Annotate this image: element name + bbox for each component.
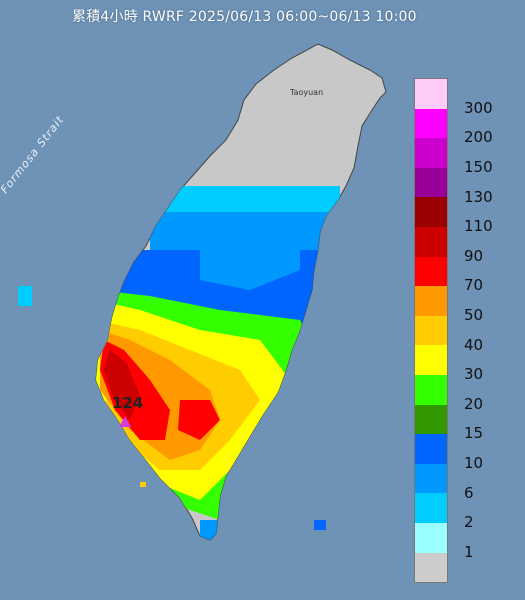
legend-swatch xyxy=(415,315,447,346)
legend-swatch xyxy=(415,434,447,464)
legend-swatch xyxy=(415,108,447,139)
legend-swatch xyxy=(415,552,447,583)
legend-label: 20 xyxy=(464,394,484,413)
legend-label: 30 xyxy=(464,365,484,384)
legend-label: 10 xyxy=(464,454,484,472)
legend-swatch xyxy=(415,226,447,257)
legend-label: 150 xyxy=(464,158,493,176)
legend-label: 70 xyxy=(464,276,484,295)
legend-swatch xyxy=(415,522,447,553)
legend-swatch xyxy=(415,345,447,375)
legend-swatch xyxy=(415,79,447,109)
legend-swatch xyxy=(415,493,447,523)
liuqiu-island xyxy=(140,482,146,487)
legend-label: 15 xyxy=(464,424,484,443)
legend-swatch xyxy=(415,463,447,494)
penghu-island xyxy=(18,286,32,306)
place-label: Taoyuan xyxy=(290,88,324,97)
green-island xyxy=(314,520,326,530)
legend-label: 90 xyxy=(464,246,484,265)
legend-label: 300 xyxy=(464,98,493,117)
legend-swatch xyxy=(415,138,447,168)
legend-swatch xyxy=(415,197,447,227)
legend-label: 6 xyxy=(464,483,474,502)
legend-swatch xyxy=(415,286,447,316)
color-legend xyxy=(414,78,448,584)
legend-swatch xyxy=(415,404,447,435)
legend-label: 130 xyxy=(464,187,493,206)
legend-swatch xyxy=(415,374,447,405)
legend-label: 110 xyxy=(464,217,493,236)
legend-label: 40 xyxy=(464,335,484,354)
map-title: 累積4小時 RWRF 2025/06/13 06:00~06/13 10:00 xyxy=(72,9,417,25)
legend-label: 2 xyxy=(464,513,474,532)
legend-swatch xyxy=(415,167,447,198)
max-value-label: 124 xyxy=(112,394,144,412)
max-location-icon xyxy=(119,416,131,427)
legend-label: 1 xyxy=(464,542,474,561)
legend-swatch xyxy=(415,256,447,287)
legend-label: 50 xyxy=(464,306,484,324)
legend-label: 200 xyxy=(464,128,493,147)
